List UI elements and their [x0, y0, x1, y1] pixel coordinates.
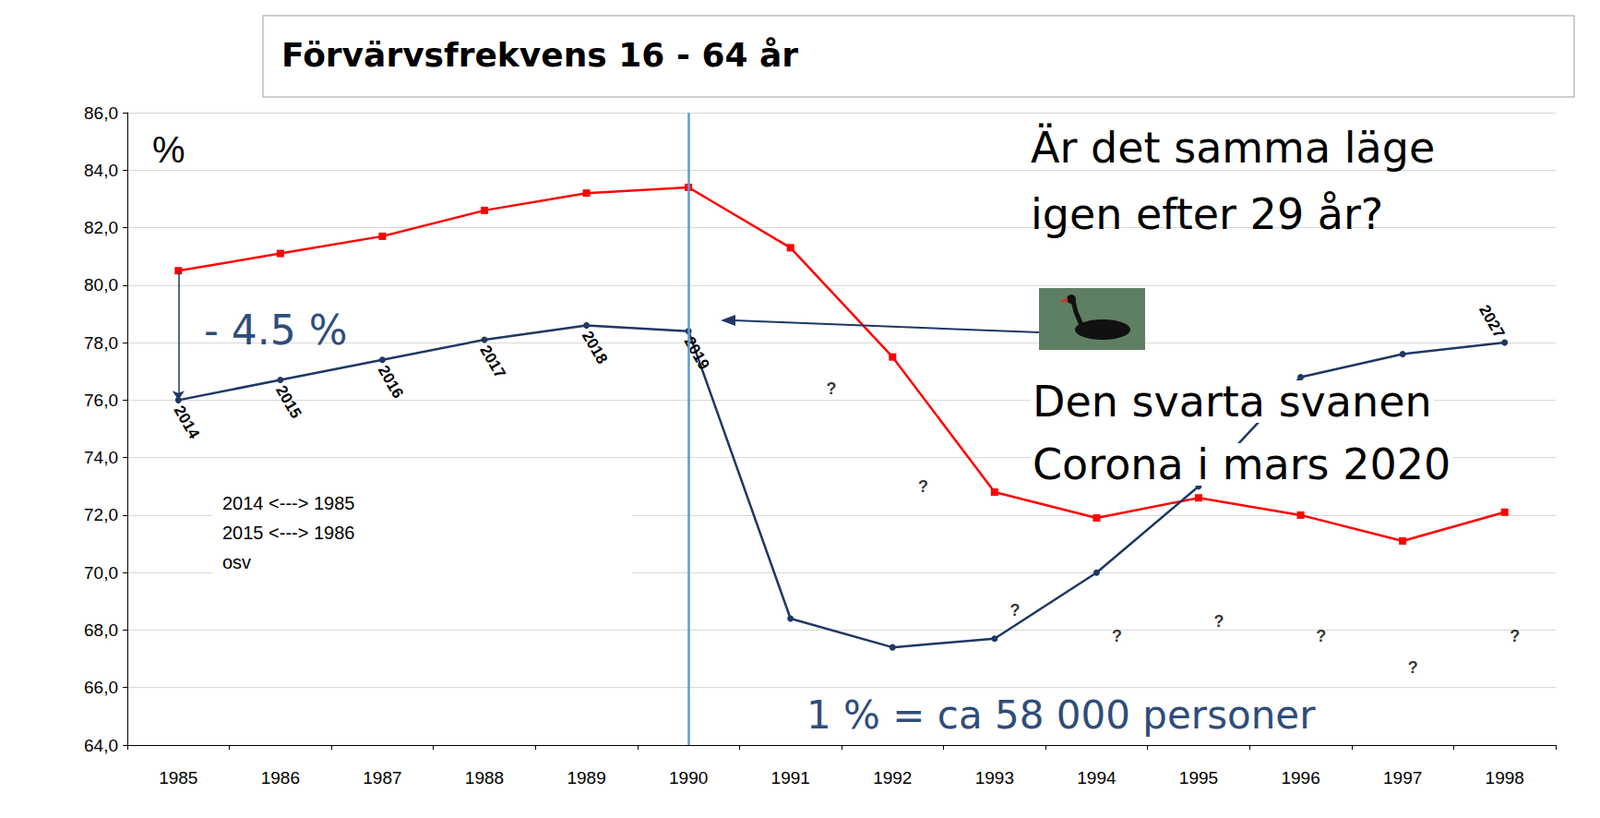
svg-text:2014 <---> 1985: 2014 <---> 1985 — [222, 492, 355, 514]
svg-text:1994: 1994 — [1076, 767, 1117, 788]
svg-text:?: ? — [1214, 611, 1225, 631]
svg-text:?: ? — [1509, 626, 1520, 645]
svg-text:72,0: 72,0 — [83, 504, 119, 525]
svg-text:1988: 1988 — [465, 767, 504, 788]
svg-text:Är det samma läge: Är det samma läge — [1030, 122, 1435, 173]
svg-text:74,0: 74,0 — [83, 447, 119, 467]
svg-text:1991: 1991 — [771, 767, 811, 788]
svg-text:82,0: 82,0 — [83, 217, 119, 238]
svg-text:1990: 1990 — [668, 767, 708, 788]
svg-text:?: ? — [918, 477, 929, 496]
svg-text:2017: 2017 — [476, 342, 509, 382]
svg-text:?: ? — [825, 379, 836, 398]
svg-text:86,0: 86,0 — [83, 103, 119, 123]
svg-text:igen efter 29 år?: igen efter 29 år? — [1030, 189, 1384, 239]
svg-text:1992: 1992 — [872, 767, 912, 788]
svg-text:1985: 1985 — [158, 767, 198, 788]
svg-text:78,0: 78,0 — [83, 333, 119, 353]
svg-text:1996: 1996 — [1280, 767, 1320, 788]
svg-text:Förvärvsfrekvens 16 - 64 år: Förvärvsfrekvens 16 - 64 år — [281, 35, 799, 74]
svg-text:70,0: 70,0 — [83, 562, 119, 583]
svg-text:?: ? — [1009, 600, 1020, 620]
svg-text:2015 <---> 1986: 2015 <---> 1986 — [222, 522, 355, 543]
svg-text:80,0: 80,0 — [83, 274, 119, 295]
svg-text:68,0: 68,0 — [83, 620, 119, 640]
svg-text:1989: 1989 — [566, 767, 606, 788]
svg-text:Corona i mars 2020: Corona i mars 2020 — [1032, 439, 1451, 490]
svg-text:?: ? — [1408, 657, 1419, 677]
svg-text:- 4.5 %: - 4.5 % — [203, 306, 348, 354]
svg-text:2016: 2016 — [374, 362, 407, 402]
svg-text:1995: 1995 — [1179, 767, 1218, 788]
svg-text:Den svarta svanen: Den svarta svanen — [1032, 376, 1433, 427]
svg-text:2015: 2015 — [272, 382, 305, 421]
svg-text:2018: 2018 — [578, 327, 611, 367]
svg-text:1993: 1993 — [975, 767, 1015, 788]
svg-text:1986: 1986 — [261, 767, 300, 788]
svg-text:1998: 1998 — [1485, 767, 1525, 788]
svg-text:84,0: 84,0 — [83, 160, 119, 180]
svg-text:%: % — [152, 129, 186, 170]
svg-text:2019: 2019 — [680, 333, 713, 372]
svg-text:?: ? — [1111, 626, 1123, 645]
svg-text:64,0: 64,0 — [83, 735, 119, 755]
svg-text:1 % = ca 58 000 personer: 1 % = ca 58 000 personer — [806, 692, 1316, 738]
svg-text:66,0: 66,0 — [83, 677, 119, 697]
svg-text:76,0: 76,0 — [83, 390, 119, 410]
svg-text:2014: 2014 — [170, 402, 204, 442]
svg-text:?: ? — [1315, 626, 1326, 645]
svg-text:2027: 2027 — [1475, 301, 1508, 341]
svg-text:osv: osv — [222, 551, 251, 573]
svg-text:1987: 1987 — [362, 767, 402, 788]
svg-text:1997: 1997 — [1383, 767, 1422, 788]
